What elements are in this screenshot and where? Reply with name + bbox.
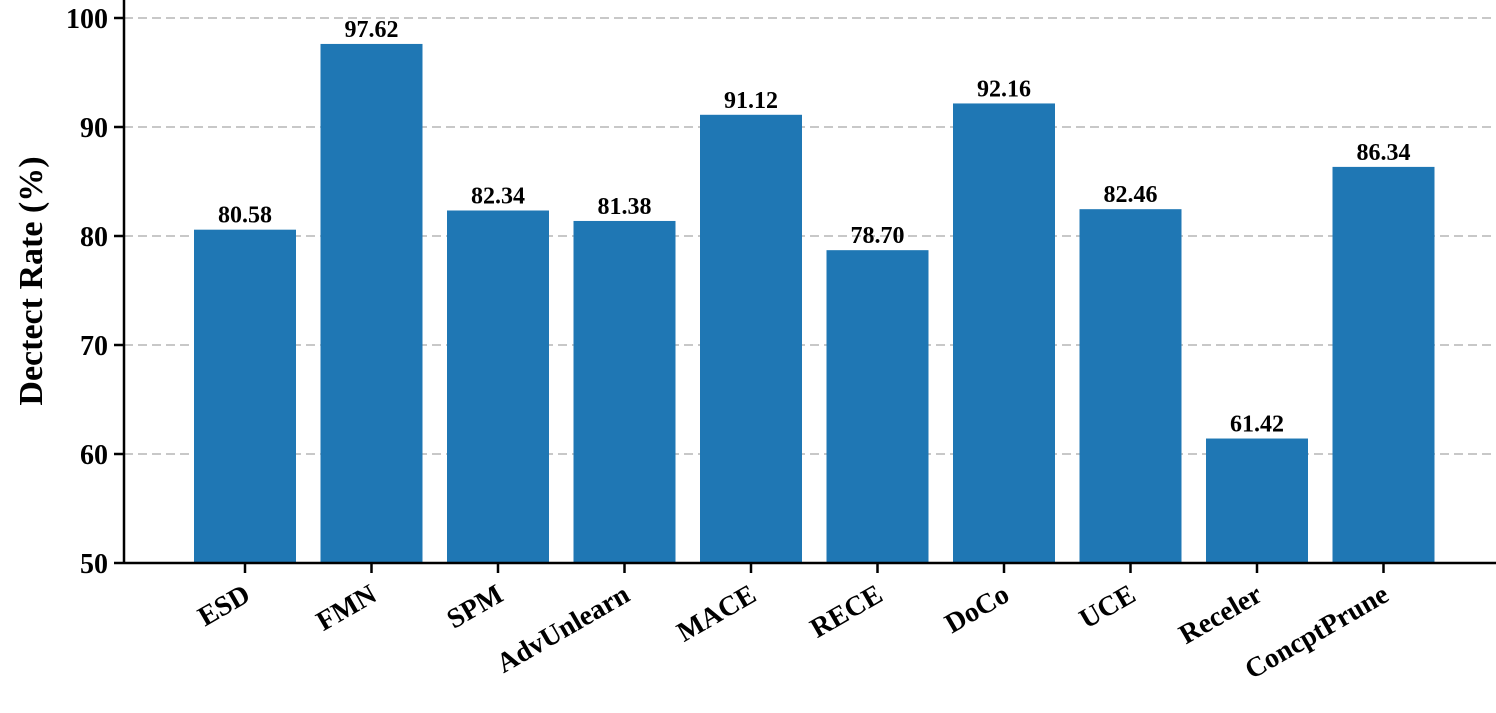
x-tick-label: ESD	[193, 579, 256, 633]
x-tick-label: AdvUnlearn	[492, 579, 636, 680]
bar-uce	[1079, 209, 1182, 563]
data-label: 91.12	[724, 88, 778, 114]
data-label: 97.62	[345, 17, 399, 43]
bar-esd	[194, 229, 296, 564]
y-tick-label: 50	[80, 549, 108, 580]
y-tick-label: 100	[66, 4, 108, 35]
data-label: 86.34	[1357, 140, 1411, 166]
x-tick-label: ConcptPrune	[1240, 579, 1394, 686]
bar-concptprune	[1332, 166, 1435, 564]
bar-rece	[826, 250, 929, 564]
axes	[122, 0, 1496, 565]
y-tick-label: 70	[80, 331, 108, 362]
bar-fmn	[320, 43, 423, 563]
x-tick-label: DoCo	[940, 579, 1015, 640]
data-label: 78.70	[851, 223, 905, 249]
value-labels: 80.58 97.62 82.34 81.38 91.12 78.70 92.16 82.46…	[218, 17, 1411, 438]
y-tick-label: 60	[80, 440, 108, 471]
data-label: 80.58	[218, 203, 272, 229]
bar-doco	[953, 103, 1055, 564]
bar-receler	[1206, 438, 1308, 563]
x-tick-label: FMN	[311, 579, 382, 638]
y-tick-label: 80	[80, 222, 108, 253]
data-label: 92.16	[977, 76, 1031, 102]
y-tick-label: 90	[80, 113, 108, 144]
data-label: 81.38	[598, 194, 652, 220]
data-label: 61.42	[1230, 412, 1284, 438]
x-tick-label: RECE	[805, 579, 888, 645]
data-label: 82.34	[471, 183, 525, 209]
data-label: 82.46	[1104, 182, 1158, 208]
bar-advunlearn	[573, 220, 676, 563]
bar-spm	[447, 210, 549, 563]
y-axis-title: Dectect Rate (%)	[13, 156, 50, 405]
x-tick-label: MACE	[672, 579, 762, 649]
bars	[194, 43, 1435, 564]
x-tick-label: SPM	[442, 579, 509, 635]
x-tick-label: UCE	[1074, 579, 1141, 635]
x-tick-label: Receler	[1174, 579, 1268, 651]
bar-mace	[700, 114, 802, 564]
